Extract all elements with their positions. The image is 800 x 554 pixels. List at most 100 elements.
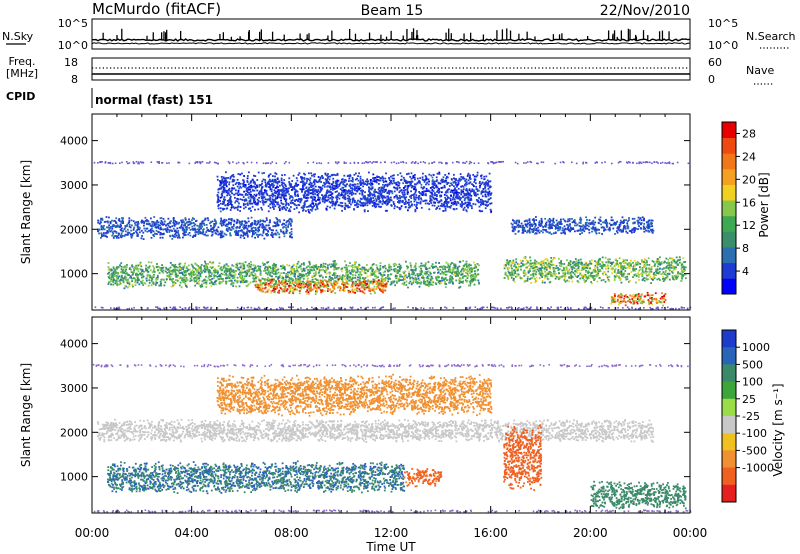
- range-cell: [225, 272, 227, 275]
- range-cell: [602, 221, 604, 224]
- range-cell: [172, 284, 174, 287]
- range-cell: [228, 201, 230, 203]
- range-cell: [302, 282, 304, 284]
- range-cell: [105, 220, 107, 223]
- range-cell: [308, 284, 311, 287]
- range-cell: [323, 196, 325, 199]
- range-cell: [146, 219, 148, 221]
- range-cell: [586, 219, 588, 221]
- range-cell: [167, 275, 170, 277]
- range-cell: [105, 232, 108, 235]
- range-cell: [219, 222, 222, 225]
- range-cell: [153, 271, 156, 273]
- range-cell: [268, 282, 270, 285]
- range-cell: [559, 161, 562, 164]
- range-cell: [137, 225, 139, 228]
- range-cell: [253, 219, 256, 222]
- range-cell: [656, 306, 659, 309]
- range-cell: [163, 278, 165, 281]
- range-cell: [273, 290, 276, 293]
- range-cell: [375, 181, 378, 184]
- range-cell: [551, 223, 554, 225]
- range-cell: [561, 227, 564, 230]
- range-cell: [355, 280, 358, 283]
- range-cell: [313, 281, 316, 283]
- range-cell: [253, 230, 256, 232]
- range-cell: [456, 161, 458, 163]
- range-cell: [180, 227, 182, 229]
- range-cell: [268, 273, 271, 276]
- range-cell: [462, 267, 464, 270]
- range-cell: [219, 207, 222, 210]
- range-cell: [458, 286, 461, 289]
- range-cell: [119, 162, 121, 164]
- range-cell: [409, 176, 412, 178]
- range-cell: [330, 282, 333, 285]
- range-cell: [336, 183, 339, 186]
- range-cell: [154, 284, 157, 286]
- range-cell: [330, 279, 332, 282]
- range-cell: [121, 270, 124, 272]
- range-cell: [281, 307, 283, 309]
- range-cell: [379, 262, 382, 264]
- range-cell: [453, 192, 455, 195]
- range-cell: [309, 266, 312, 269]
- range-cell: [206, 263, 209, 266]
- range-cell: [361, 282, 364, 284]
- range-cell: [490, 211, 492, 214]
- range-cell: [542, 161, 545, 164]
- range-cell: [152, 221, 155, 223]
- range-cell: [324, 263, 327, 265]
- range-cell: [604, 228, 607, 231]
- range-cell: [376, 197, 379, 200]
- range-cell: [376, 286, 378, 288]
- range-cell: [187, 272, 190, 275]
- range-cell: [588, 222, 591, 225]
- range-cell: [288, 264, 291, 267]
- range-cell: [382, 274, 385, 276]
- range-cell: [251, 233, 254, 236]
- range-cell: [313, 269, 315, 271]
- range-cell: [323, 181, 325, 184]
- range-cell: [175, 231, 178, 234]
- range-cell: [348, 180, 350, 182]
- range-cell: [552, 224, 555, 227]
- range-cell: [244, 225, 247, 228]
- range-cell: [363, 281, 366, 284]
- range-cell: [245, 281, 248, 283]
- range-cell: [170, 285, 173, 288]
- range-cell: [602, 307, 604, 309]
- range-cell: [228, 218, 230, 221]
- range-cell: [275, 273, 278, 275]
- range-cell: [209, 161, 211, 163]
- range-cell: [594, 216, 597, 219]
- range-cell: [642, 161, 645, 164]
- range-cell: [271, 161, 274, 163]
- range-cell: [571, 218, 573, 220]
- range-cell: [410, 283, 413, 286]
- range-cell: [243, 281, 245, 284]
- range-cell: [297, 260, 300, 263]
- range-cell: [617, 228, 620, 231]
- range-cell: [219, 274, 221, 276]
- range-cell: [227, 223, 230, 226]
- range-cell: [439, 195, 442, 198]
- range-cell: [440, 265, 442, 268]
- range-cell: [128, 225, 131, 228]
- range-cell: [347, 194, 349, 197]
- range-cell: [290, 224, 292, 227]
- range-cell: [462, 270, 465, 273]
- range-cell: [242, 235, 245, 237]
- range-cell: [598, 218, 600, 221]
- cpid-label: CPID: [6, 90, 35, 103]
- range-cell: [406, 267, 409, 270]
- range-cell: [340, 276, 342, 279]
- range-cell: [252, 268, 255, 271]
- range-cell: [459, 260, 462, 263]
- range-cell: [380, 280, 383, 283]
- range-cell: [111, 231, 114, 234]
- range-cell: [532, 223, 535, 226]
- range-cell: [387, 280, 389, 283]
- range-cell: [130, 229, 133, 232]
- range-cell: [272, 279, 275, 282]
